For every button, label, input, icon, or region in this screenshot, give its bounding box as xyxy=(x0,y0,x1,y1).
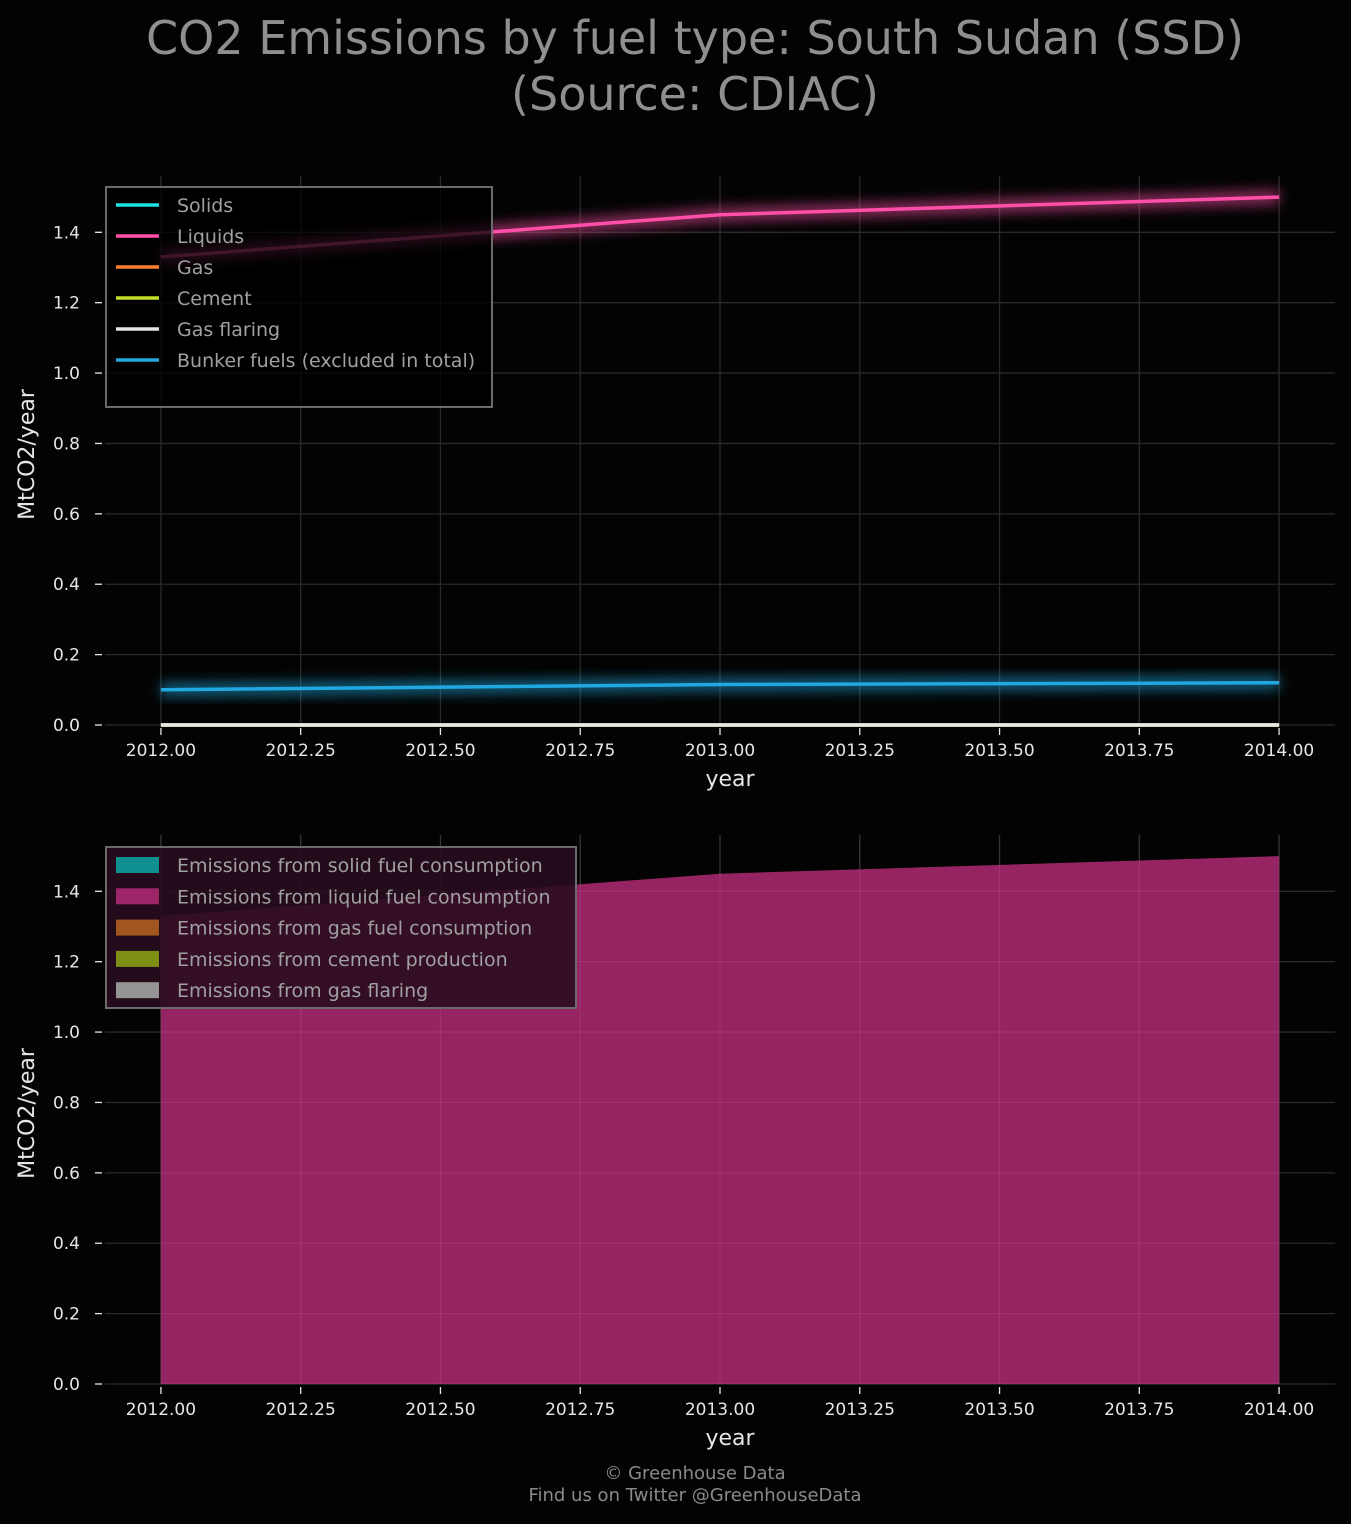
x-tick-label: 2013.50 xyxy=(964,741,1034,761)
x-tick-label: 2013.25 xyxy=(825,1400,895,1420)
x-tick-label: 2013.25 xyxy=(825,741,895,761)
y-tick-label: 1.2 xyxy=(53,294,80,314)
x-tick-label: 2014.00 xyxy=(1244,741,1314,761)
legend-swatch xyxy=(116,919,159,936)
y-tick-label: 1.0 xyxy=(53,1023,80,1043)
y-tick-label: 0.8 xyxy=(53,1093,80,1113)
y-tick-label: 0.2 xyxy=(53,1305,80,1325)
x-tick-label: 2012.50 xyxy=(405,741,475,761)
y-tick-label: 1.4 xyxy=(53,882,80,902)
legend-entry: Emissions from gas flaring xyxy=(177,980,428,1002)
legend-entry: Bunker fuels (excluded in total) xyxy=(177,350,475,372)
x-tick-label: 2013.00 xyxy=(685,741,755,761)
legend-entry: Gas flaring xyxy=(177,319,280,341)
x-tick-label: 2013.00 xyxy=(685,1400,755,1420)
y-tick-label: 1.4 xyxy=(53,223,80,243)
x-axis-label: year xyxy=(705,1426,755,1451)
chart-title-line2: (Source: CDIAC) xyxy=(511,67,879,121)
x-tick-label: 2012.00 xyxy=(126,1400,196,1420)
legend-entry: Emissions from cement production xyxy=(177,949,508,971)
x-tick-label: 2013.75 xyxy=(1104,1400,1174,1420)
y-tick-label: 0.0 xyxy=(53,1375,80,1395)
legend-swatch xyxy=(116,982,159,999)
chart-title-line1: CO2 Emissions by fuel type: South Sudan … xyxy=(146,11,1244,65)
y-axis-label: MtCO2/year xyxy=(15,1047,40,1179)
series-line-bunker-fuels-excluded-in-total xyxy=(160,681,1280,692)
legend-swatch xyxy=(116,857,159,873)
y-tick-label: 1.2 xyxy=(53,953,80,973)
line-chart-panel: 0.0 0.2 0.4 0.6 0.8 1.0 1.2 1.4 MtCO2/year 2012.0… xyxy=(15,176,1335,792)
footer-copyright: © Greenhouse Data xyxy=(604,1463,786,1484)
x-axis: 2012.00 2012.25 2012.50 2012.75 2013.00 2013.… xyxy=(126,1387,1314,1451)
y-tick-label: 0.4 xyxy=(53,575,80,595)
x-tick-label: 2014.00 xyxy=(1244,1400,1314,1420)
y-tick-label: 0.4 xyxy=(53,1234,80,1254)
y-tick-label: 0.8 xyxy=(53,434,80,454)
y-axis: 0.0 0.2 0.4 0.6 0.8 1.0 1.2 1.4 MtCO2/year xyxy=(15,223,102,736)
legend: Emissions from solid fuel consumption Emi… xyxy=(105,846,577,1009)
legend-entry: Cement xyxy=(177,288,252,310)
legend-entry: Emissions from gas fuel consumption xyxy=(177,918,532,940)
legend-swatch xyxy=(116,888,159,905)
x-axis: 2012.00 2012.25 2012.50 2012.75 2013.00 2013.… xyxy=(126,728,1314,792)
x-tick-label: 2013.75 xyxy=(1104,741,1174,761)
legend: Solids Liquids Gas Cement Gas flaring Bunker … xyxy=(105,186,493,408)
x-tick-label: 2012.75 xyxy=(545,1400,615,1420)
y-tick-label: 1.0 xyxy=(53,364,80,384)
y-axis: 0.0 0.2 0.4 0.6 0.8 1.0 1.2 1.4 MtCO2/year xyxy=(15,882,102,1395)
footer: © Greenhouse Data Find us on Twitter @Gr… xyxy=(0,1463,1351,1507)
area-chart-panel: 0.0 0.2 0.4 0.6 0.8 1.0 1.2 1.4 MtCO2/year 2012.0… xyxy=(15,835,1335,1451)
x-tick-label: 2012.75 xyxy=(545,741,615,761)
y-tick-label: 0.6 xyxy=(53,1164,80,1184)
legend-entry: Liquids xyxy=(177,226,244,248)
legend-entry: Emissions from liquid fuel consumption xyxy=(177,886,551,908)
legend-entry: Solids xyxy=(177,195,233,217)
legend-entry: Gas xyxy=(177,257,213,279)
x-tick-label: 2012.50 xyxy=(405,1400,475,1420)
legend-swatch xyxy=(116,950,159,967)
x-tick-label: 2012.25 xyxy=(266,1400,336,1420)
x-axis-label: year xyxy=(705,767,755,792)
x-tick-label: 2012.00 xyxy=(126,741,196,761)
x-tick-label: 2012.25 xyxy=(266,741,336,761)
y-tick-label: 0.6 xyxy=(53,505,80,525)
y-tick-label: 0.0 xyxy=(53,716,80,736)
footer-twitter: Find us on Twitter @GreenhouseData xyxy=(528,1485,862,1506)
legend-entry: Emissions from solid fuel consumption xyxy=(177,855,543,877)
y-axis-label: MtCO2/year xyxy=(15,388,40,520)
chart-title: CO2 Emissions by fuel type: South Sudan … xyxy=(0,10,1351,122)
legend-box xyxy=(105,186,493,408)
x-tick-label: 2013.50 xyxy=(964,1400,1034,1420)
legend-box xyxy=(105,846,577,1009)
y-tick-label: 0.2 xyxy=(53,646,80,666)
